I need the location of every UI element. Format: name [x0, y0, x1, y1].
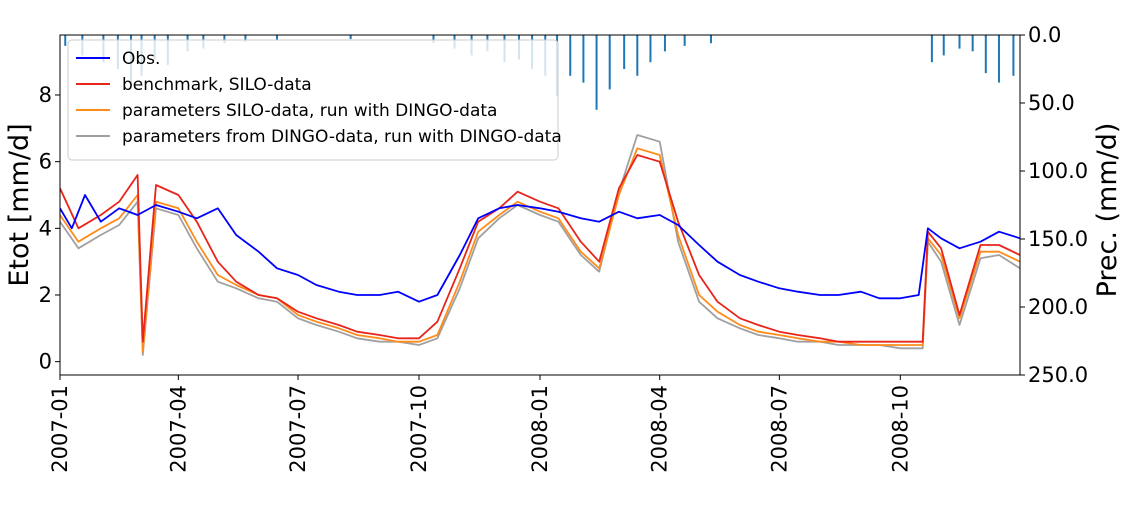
y-axis-ticks: 0 2 4 6 8 [39, 83, 60, 374]
legend: Obs. benchmark, SILO-data parameters SILO-… [67, 39, 562, 161]
precip-bar [930, 35, 933, 63]
x-tick-label: 2008-07 [767, 385, 791, 473]
precip-bar [958, 35, 961, 49]
x-tick-label: 2007-07 [286, 385, 310, 473]
y2-tick-label: 250.0 [1028, 363, 1088, 387]
legend-label: benchmark, SILO-data [122, 75, 312, 95]
x-tick-label: 2007-04 [166, 385, 190, 473]
precip-bar [942, 35, 945, 56]
precip-bar [649, 35, 652, 63]
series-line [60, 194, 1020, 303]
legend-label: parameters from DINGO-data, run with DIN… [122, 127, 562, 147]
legend-label: parameters SILO-data, run with DINGO-dat… [122, 101, 497, 121]
precip-bar [582, 35, 585, 83]
precip-bar [709, 35, 712, 44]
x-axis-ticks: 2007-01 2007-04 2007-07 2007-10 2008-01 2008-… [48, 375, 912, 473]
precip-bar [432, 35, 435, 44]
x-tick-label: 2008-01 [528, 385, 552, 473]
series-line [60, 154, 1020, 343]
legend-box [67, 39, 559, 161]
precip-bar [64, 35, 67, 46]
precip-bar [244, 35, 247, 42]
precip-bar [349, 35, 352, 40]
series-lines [60, 134, 1020, 356]
precip-bar [683, 35, 686, 46]
y2-tick-label: 0.0 [1028, 23, 1061, 47]
precip-bar [663, 35, 666, 52]
y-tick-label: 2 [39, 283, 52, 307]
x-tick-label: 2008-10 [888, 385, 912, 473]
y-tick-label: 8 [39, 83, 52, 107]
precip-bar [275, 35, 278, 41]
x-tick-label: 2007-01 [48, 385, 72, 473]
series-line [60, 134, 1020, 356]
y2-tick-label: 150.0 [1028, 227, 1088, 251]
precip-bar [971, 35, 974, 52]
precip-bar [984, 35, 987, 74]
precip-bar [608, 35, 611, 90]
precip-bar [223, 35, 226, 44]
series-line [60, 147, 1020, 353]
x-tick-label: 2007-10 [407, 385, 431, 473]
y-tick-label: 6 [39, 150, 52, 174]
y-tick-label: 4 [39, 216, 52, 240]
y2-tick-label: 50.0 [1028, 91, 1075, 115]
precip-bar [997, 35, 1000, 83]
y-tick-label: 0 [39, 350, 52, 374]
precip-bar [569, 35, 572, 76]
x-tick-label: 2008-04 [648, 385, 672, 473]
precip-bar [623, 35, 626, 69]
legend-label: Obs. [122, 49, 160, 69]
y2-axis-ticks: 0.0 50.0 100.0 150.0 200.0 250.0 [1020, 23, 1088, 387]
y-axis-title: Etot [mm/d] [4, 123, 35, 286]
precip-bar [636, 35, 639, 76]
y2-tick-label: 100.0 [1028, 159, 1088, 183]
y2-tick-label: 200.0 [1028, 295, 1088, 319]
y2-axis-title: Prec. (mm/d) [1092, 123, 1123, 298]
precip-bar [595, 35, 598, 110]
precip-bar [1012, 35, 1015, 76]
